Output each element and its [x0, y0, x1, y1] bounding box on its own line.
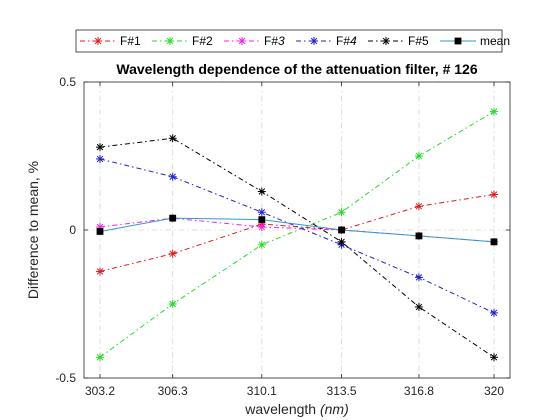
data-point: [257, 187, 266, 196]
series-f2: [96, 107, 498, 362]
series-line: [99, 217, 495, 243]
legend-item: mean: [440, 34, 510, 48]
series-f5: [96, 134, 498, 362]
data-point: [338, 226, 345, 234]
legend-item: F#2: [152, 34, 213, 48]
series-group: [96, 107, 498, 362]
data-point: [414, 202, 423, 211]
data-point: [168, 249, 177, 258]
legend-label: F#4: [336, 34, 357, 48]
series-f4: [96, 154, 498, 317]
data-point: [96, 154, 104, 163]
x-axis-ticks: 303.2 306.3 310.1 313.5 316.8 320: [85, 82, 504, 398]
data-point: [414, 273, 423, 282]
data-point: [490, 308, 498, 317]
legend-item: F#3: [224, 34, 285, 48]
data-point: [168, 172, 177, 181]
series-line: [99, 111, 495, 358]
x-tick-label: 316.8: [404, 384, 434, 398]
legend-item: F#4: [296, 34, 357, 48]
x-tick-label: 313.5: [327, 384, 357, 398]
data-point: [168, 300, 177, 308]
legend-label: mean: [480, 34, 510, 48]
legend-item: F#1: [80, 34, 141, 48]
data-point: [490, 107, 498, 116]
data-point: [490, 238, 498, 246]
data-point: [257, 223, 266, 232]
y-tick-label: 0.5: [59, 75, 76, 89]
x-axis-label: wavelength (nm): [244, 401, 349, 417]
legend-swatch-marker: [382, 37, 390, 45]
legend-swatch-marker: [166, 37, 174, 45]
chart-title: Wavelength dependence of the attenuation…: [116, 61, 477, 77]
legend-label: F#5: [408, 34, 429, 48]
x-axis-label-text: wavelength: [244, 401, 316, 417]
data-point: [337, 208, 346, 217]
data-point: [96, 353, 104, 362]
series-line: [99, 193, 495, 272]
x-tick-label: 310.1: [247, 384, 277, 398]
y-tick-label: -0.5: [55, 371, 76, 385]
grid: [84, 81, 510, 379]
y-axis-label: Difference to mean, %: [25, 161, 41, 299]
legend-label: F#1: [120, 34, 141, 48]
x-tick-label: 303.2: [85, 384, 115, 398]
series-line: [99, 158, 495, 314]
legend-label: F#2: [192, 34, 213, 48]
data-point: [257, 240, 266, 249]
series-f1: [96, 190, 498, 276]
data-point: [258, 216, 266, 224]
y-axis-ticks: -0.5 0 0.5: [55, 75, 510, 385]
data-point: [96, 143, 104, 152]
data-point: [414, 302, 423, 311]
data-point: [169, 214, 177, 222]
x-tick-label: 306.3: [158, 384, 188, 398]
x-axis-label-unit: (nm): [320, 401, 349, 417]
y-tick-label: 0: [69, 223, 76, 237]
data-point: [96, 267, 104, 276]
legend-swatch-marker: [238, 37, 246, 45]
legend-swatch-marker: [94, 37, 102, 45]
data-point: [414, 152, 423, 160]
legend-box: [75, 29, 503, 53]
legend-swatch-marker: [454, 37, 462, 45]
legend-swatch-marker: [310, 37, 318, 45]
data-point: [257, 208, 266, 217]
data-point: [490, 190, 498, 199]
data-point: [168, 134, 177, 143]
legend-label: F#3: [264, 34, 285, 48]
data-point: [96, 228, 104, 235]
series-line: [99, 137, 495, 358]
data-point: [490, 353, 498, 362]
x-tick-label: 320: [484, 384, 504, 398]
series-mean: [96, 214, 498, 246]
legend-item: F#5: [368, 34, 429, 48]
data-point: [415, 232, 423, 240]
data-point: [337, 237, 346, 246]
legend: F#1 F#2 F#3 F#4 F#5 mean: [75, 29, 510, 53]
